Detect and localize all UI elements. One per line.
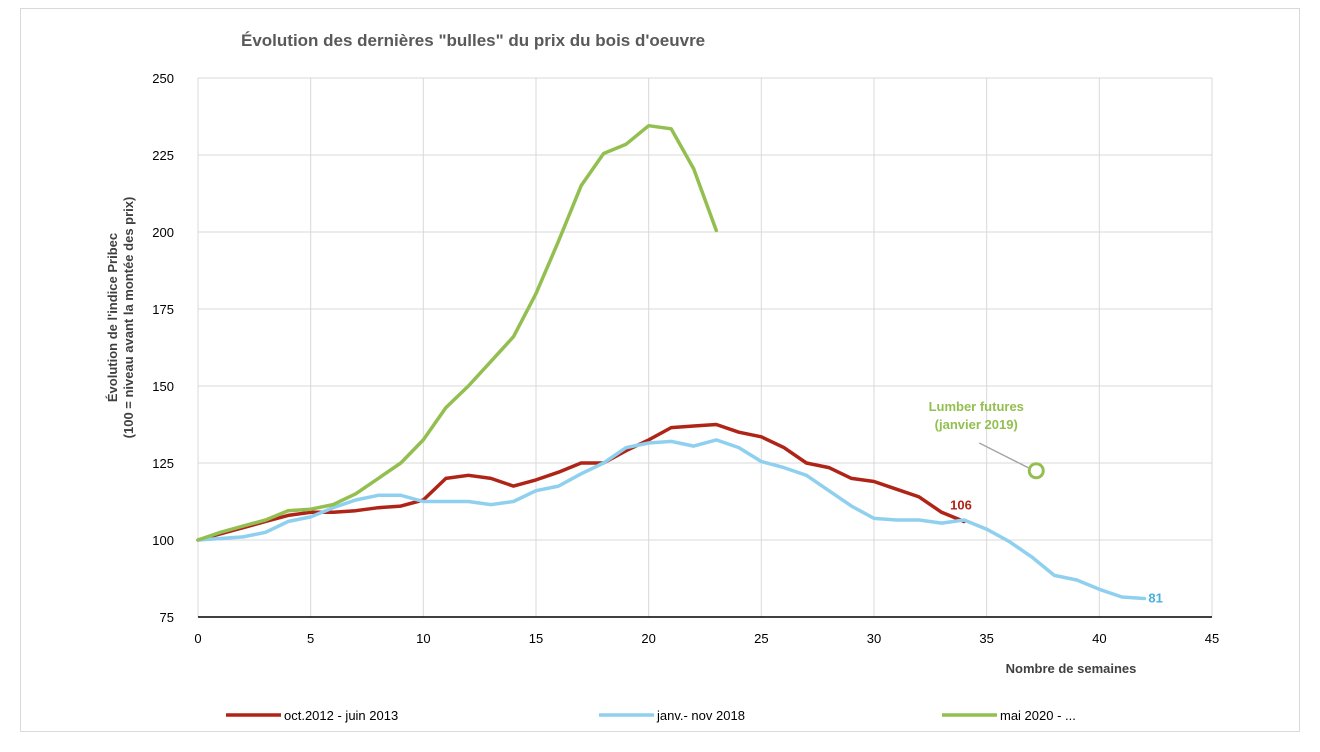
series-line-1 [198, 425, 964, 541]
x-tick-label-30: 30 [867, 631, 881, 646]
x-tick-label-20: 20 [641, 631, 655, 646]
y-tick-label-250: 250 [152, 71, 174, 86]
x-tick-label-35: 35 [979, 631, 993, 646]
x-tick-label-40: 40 [1092, 631, 1106, 646]
x-tick-label-25: 25 [754, 631, 768, 646]
x-tick-label-10: 10 [416, 631, 430, 646]
y-tick-label-225: 225 [152, 148, 174, 163]
y-tick-label-175: 175 [152, 302, 174, 317]
y-axis-title-line1: Évolution de l'indice Pribec [105, 233, 120, 402]
series-line-2 [198, 440, 1144, 599]
x-axis-title: Nombre de semaines [1006, 661, 1137, 676]
y-tick-label-125: 125 [152, 456, 174, 471]
y-tick-label-150: 150 [152, 379, 174, 394]
x-tick-label-5: 5 [307, 631, 314, 646]
chart-frame: Évolution des dernières "bulles" du prix… [20, 8, 1300, 732]
x-tick-label-0: 0 [194, 631, 201, 646]
chart-title: Évolution des dernières "bulles" du prix… [241, 31, 705, 50]
legend-label-3: mai 2020 - ... [1000, 708, 1076, 723]
y-tick-label-200: 200 [152, 225, 174, 240]
gridlines [198, 78, 1212, 617]
lumber-futures-annotation: Lumber futures (janvier 2019) [929, 399, 1044, 478]
annotation-text-line2: (janvier 2019) [935, 417, 1018, 432]
annotation-text-line1: Lumber futures [929, 399, 1024, 414]
legend-label-2: janv.- nov 2018 [656, 708, 745, 723]
end-label-81: 81 [1148, 591, 1162, 606]
annotation-marker [1029, 464, 1043, 478]
y-axis-tick-labels: 75 100 125 150 175 200 225 250 [152, 71, 174, 625]
x-axis-tick-labels: 0 5 10 15 20 25 30 35 40 45 [194, 631, 1219, 646]
y-tick-label-75: 75 [160, 610, 174, 625]
legend-label-1: oct.2012 - juin 2013 [284, 708, 398, 723]
y-tick-label-100: 100 [152, 533, 174, 548]
series-end-labels: 106 81 [950, 498, 1163, 606]
line-chart: Évolution des dernières "bulles" du prix… [21, 9, 1299, 731]
series-lines [198, 126, 1144, 599]
x-tick-label-15: 15 [529, 631, 543, 646]
y-axis-title-line2: (100 = niveau avant la montée des prix) [121, 197, 136, 439]
end-label-106: 106 [950, 498, 972, 513]
legend: oct.2012 - juin 2013 janv.- nov 2018 mai 2… [226, 708, 1076, 723]
x-tick-label-45: 45 [1205, 631, 1219, 646]
